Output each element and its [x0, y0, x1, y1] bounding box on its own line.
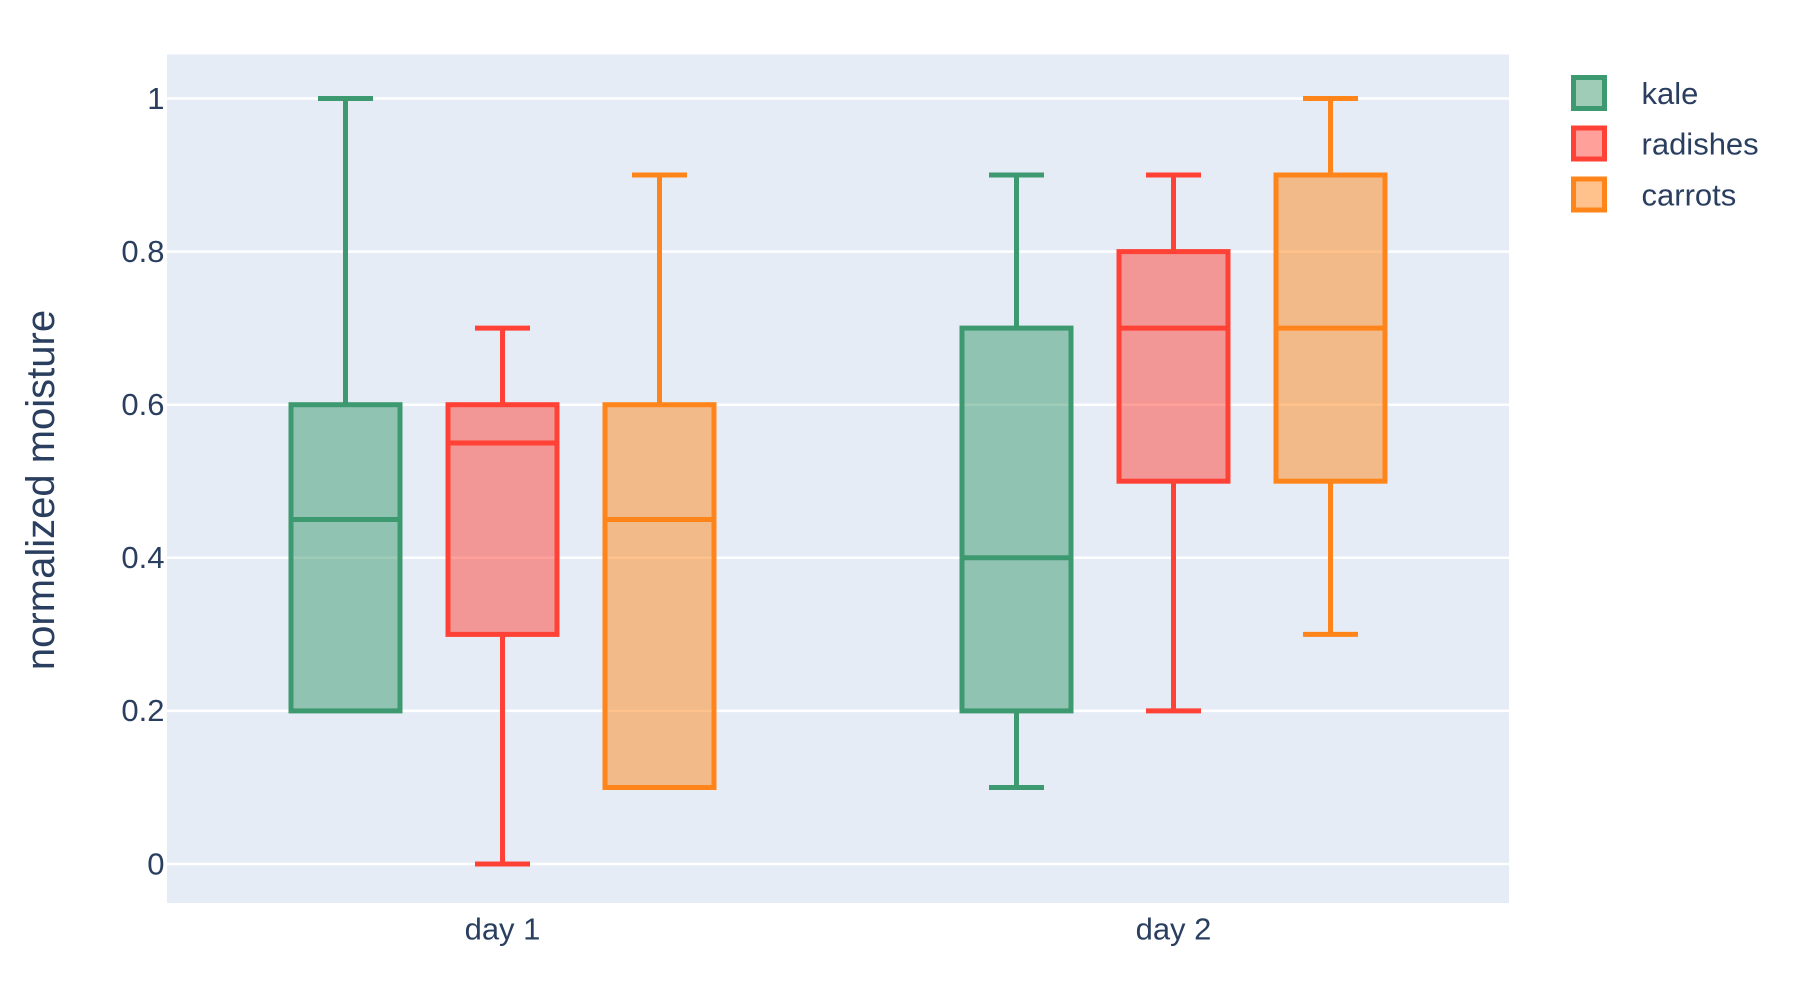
svg-text:0.8: 0.8	[121, 234, 164, 269]
svg-text:day 2: day 2	[1136, 912, 1212, 947]
svg-text:carrots: carrots	[1642, 178, 1737, 213]
svg-text:radishes: radishes	[1642, 127, 1759, 162]
svg-text:1: 1	[147, 81, 164, 116]
svg-text:0: 0	[147, 846, 164, 881]
svg-text:kale: kale	[1642, 76, 1699, 111]
svg-text:normalized moisture: normalized moisture	[19, 310, 63, 670]
svg-text:0.2: 0.2	[121, 693, 164, 728]
svg-text:0.6: 0.6	[121, 387, 164, 422]
svg-text:day 1: day 1	[465, 912, 541, 947]
svg-text:0.4: 0.4	[121, 540, 164, 575]
